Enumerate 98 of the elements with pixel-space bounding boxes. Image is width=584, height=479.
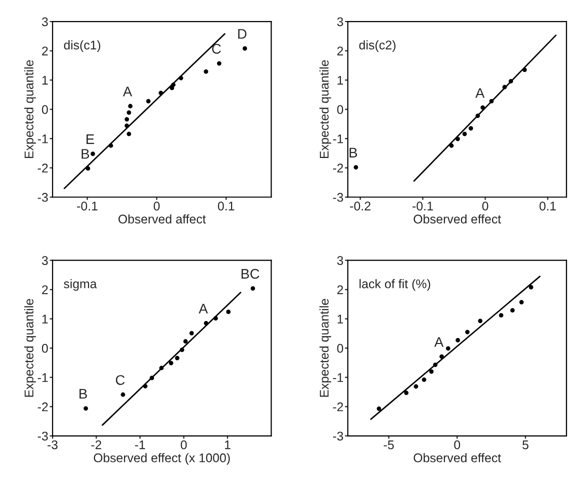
y-tick-label: 3 bbox=[337, 17, 344, 26]
x-tick-label: 5 bbox=[522, 440, 528, 450]
y-axis-title: Expected quantile bbox=[319, 60, 332, 158]
x-tick-label: -5 bbox=[384, 440, 394, 450]
annotation: C bbox=[116, 375, 125, 385]
x-tick-label: 0.1 bbox=[218, 202, 234, 210]
y-tick-label: -2 bbox=[38, 402, 48, 412]
x-tick-label: -0.1 bbox=[77, 202, 98, 210]
point bbox=[376, 406, 382, 411]
point bbox=[528, 285, 534, 290]
point bbox=[519, 300, 524, 304]
y-axis-title: Expected quantile bbox=[319, 298, 332, 397]
y-tick-label: 3 bbox=[337, 256, 344, 265]
x-axis-title: Observed effect (x 1000) bbox=[94, 453, 230, 465]
y-tick-label: -2 bbox=[38, 164, 48, 172]
annotation: C bbox=[212, 44, 221, 54]
y-tick-label: -1 bbox=[333, 134, 344, 144]
point bbox=[124, 117, 130, 122]
point bbox=[242, 46, 248, 51]
y-tick-label: 2 bbox=[337, 46, 343, 56]
y-tick-label: 2 bbox=[337, 285, 343, 294]
x-tick-label: 0.1 bbox=[540, 202, 556, 210]
point bbox=[120, 392, 126, 397]
annotation: B bbox=[350, 148, 358, 158]
point bbox=[462, 132, 467, 136]
point bbox=[226, 310, 231, 314]
annotation: A bbox=[434, 337, 444, 347]
y-tick-label: 3 bbox=[42, 17, 48, 26]
x-tick-label: 0 bbox=[454, 440, 460, 450]
point bbox=[126, 110, 132, 115]
x-tick-label: -2 bbox=[91, 440, 102, 450]
x-axis-title: Observed effect bbox=[414, 214, 502, 224]
text: dis(c1) bbox=[64, 40, 100, 52]
x-tick-label: 1 bbox=[224, 440, 230, 450]
y-tick-label: 1 bbox=[338, 314, 344, 324]
point bbox=[90, 152, 96, 156]
point bbox=[168, 360, 174, 366]
annotation: E bbox=[86, 134, 94, 144]
y-tick-label: 0 bbox=[42, 105, 48, 114]
y-axis-title: Expected quantile bbox=[24, 298, 36, 397]
annotation: B bbox=[80, 389, 87, 399]
y-tick-label: 0 bbox=[42, 344, 48, 353]
point bbox=[204, 69, 208, 74]
annotation: A bbox=[122, 86, 132, 96]
point bbox=[84, 406, 88, 411]
x-tick-label: 0 bbox=[482, 202, 488, 210]
y-tick-label: 2 bbox=[42, 285, 48, 294]
x-tick-label: -0.2 bbox=[350, 202, 370, 210]
point bbox=[216, 61, 222, 66]
point bbox=[175, 356, 180, 360]
point bbox=[510, 308, 515, 313]
point bbox=[422, 378, 426, 382]
y-tick-label: 3 bbox=[42, 256, 48, 265]
point bbox=[478, 318, 482, 324]
y-tick-label: -1 bbox=[333, 373, 344, 382]
annotation: A bbox=[475, 88, 485, 98]
text: sigma bbox=[64, 279, 97, 291]
text: dis(c2) bbox=[359, 40, 396, 52]
y-tick-label: -3 bbox=[38, 192, 48, 202]
y-tick-label: -1 bbox=[38, 134, 48, 144]
x-tick-label: -1 bbox=[135, 440, 145, 450]
annotation: D bbox=[238, 29, 246, 39]
point bbox=[126, 132, 132, 136]
y-tick-label: -1 bbox=[38, 373, 48, 382]
x-tick-label: 0 bbox=[154, 202, 160, 210]
y-tick-label: -2 bbox=[333, 164, 343, 172]
point bbox=[498, 313, 504, 318]
y-tick-label: 0 bbox=[337, 105, 344, 114]
point bbox=[446, 346, 450, 351]
x-axis-title: Observed effect bbox=[414, 453, 502, 462]
annotation: A bbox=[198, 304, 208, 314]
point bbox=[183, 339, 188, 344]
x-tick-label: 0 bbox=[180, 440, 187, 450]
y-tick-label: 1 bbox=[42, 314, 48, 324]
point bbox=[250, 286, 256, 291]
x-axis-title: Observed affect bbox=[118, 214, 206, 224]
y-tick-label: 0 bbox=[337, 344, 344, 353]
point bbox=[465, 330, 470, 334]
point bbox=[414, 384, 418, 389]
point bbox=[189, 330, 194, 336]
x-tick-label: -0.1 bbox=[412, 202, 433, 210]
annotation: B bbox=[82, 149, 90, 159]
y-tick-label: -3 bbox=[38, 432, 48, 441]
point bbox=[468, 126, 474, 131]
point bbox=[404, 390, 408, 396]
point bbox=[354, 165, 358, 170]
point bbox=[456, 338, 460, 342]
y-tick-label: 1 bbox=[42, 76, 48, 85]
y-tick-label: -3 bbox=[333, 192, 344, 202]
y-tick-label: 2 bbox=[42, 46, 48, 56]
point bbox=[128, 104, 133, 108]
text: lack of fit (%) bbox=[360, 279, 430, 291]
point bbox=[146, 98, 151, 104]
y-tick-label: 1 bbox=[338, 76, 344, 85]
y-tick-label: -2 bbox=[333, 402, 343, 412]
annotation: BC bbox=[242, 268, 260, 279]
y-tick-label: -3 bbox=[333, 432, 344, 441]
y-axis-title: Expected quantile bbox=[24, 60, 36, 158]
